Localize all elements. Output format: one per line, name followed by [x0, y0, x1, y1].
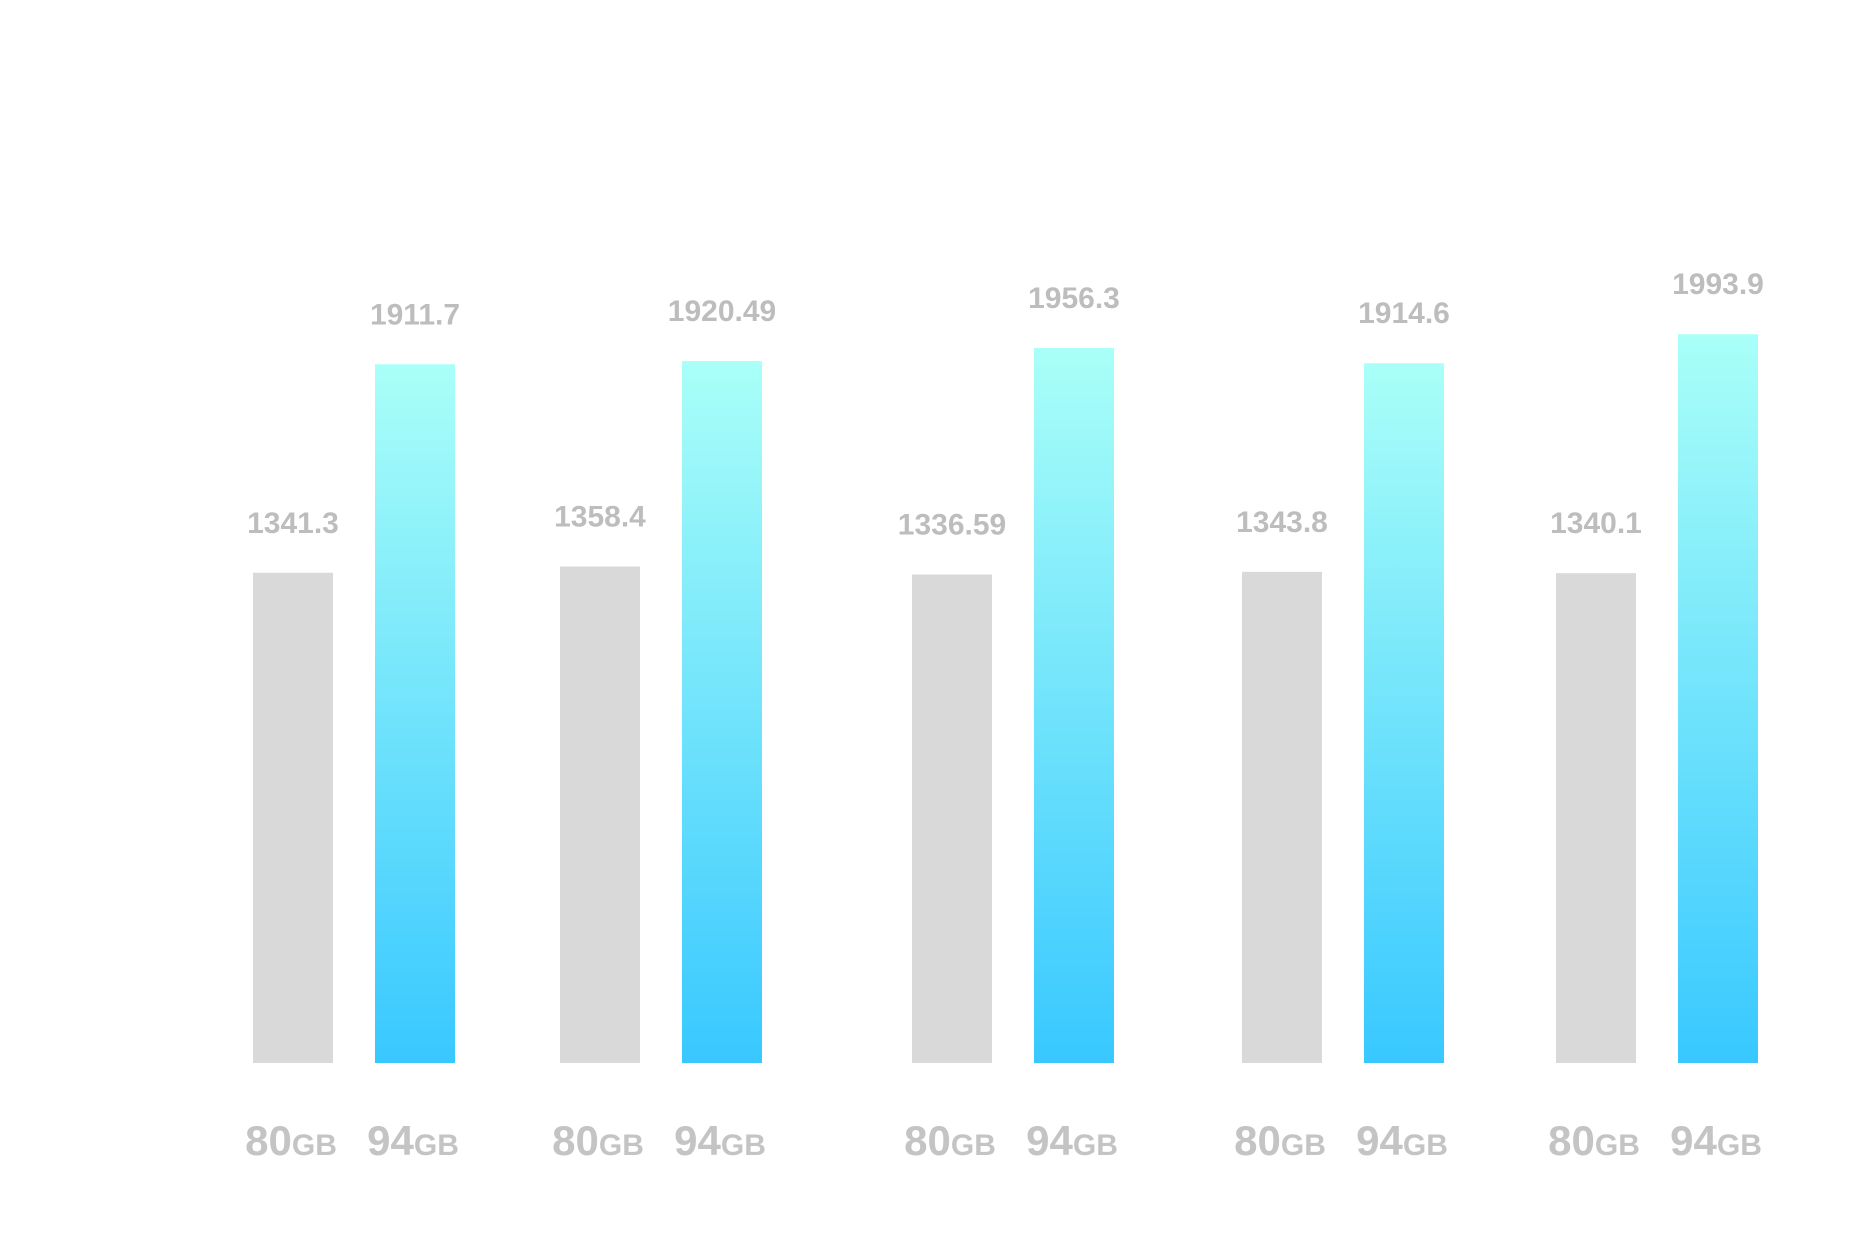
category-label: 94GB [674, 1117, 766, 1164]
category-capacity: 94 [367, 1117, 414, 1164]
category-capacity: 80 [1234, 1117, 1281, 1164]
bars-layer [253, 334, 1758, 1063]
bar-80gb-group-4 [1242, 571, 1322, 1063]
category-unit: GB [1281, 1129, 1326, 1162]
category-capacity: 80 [245, 1117, 292, 1164]
category-capacity: 80 [904, 1117, 951, 1164]
bar-80gb-group-3 [912, 574, 992, 1063]
category-unit: GB [599, 1129, 644, 1162]
category-unit: GB [721, 1129, 766, 1162]
category-capacity: 94 [1026, 1117, 1073, 1164]
category-unit: GB [414, 1129, 459, 1162]
category-capacity: 94 [1356, 1117, 1403, 1164]
category-label: 94GB [1670, 1117, 1762, 1164]
value-label: 1341.3 [247, 507, 339, 540]
category-capacity: 94 [674, 1117, 721, 1164]
bar-94gb-group-5 [1678, 334, 1758, 1063]
value-label: 1340.1 [1550, 507, 1642, 540]
value-label: 1911.7 [370, 298, 460, 331]
category-unit: GB [951, 1129, 996, 1162]
value-label: 1343.8 [1236, 506, 1328, 539]
category-capacity: 80 [552, 1117, 599, 1164]
category-label: 94GB [367, 1117, 459, 1164]
bar-80gb-group-1 [253, 572, 333, 1063]
value-label: 1336.59 [898, 508, 1006, 541]
category-label: 80GB [1548, 1117, 1640, 1164]
category-capacity: 94 [1670, 1117, 1717, 1164]
value-label: 1956.3 [1028, 282, 1120, 315]
category-unit: GB [1595, 1129, 1640, 1162]
value-labels-layer: 1341.3 1911.7 1358.4 1920.49 1336.59 1956.3 13… [247, 268, 1764, 541]
bar-94gb-group-2 [682, 361, 762, 1063]
category-unit: GB [292, 1129, 337, 1162]
bar-94gb-group-4 [1364, 363, 1444, 1063]
category-label: 94GB [1026, 1117, 1118, 1164]
value-label: 1914.6 [1358, 297, 1450, 330]
value-label: 1993.9 [1672, 268, 1764, 301]
value-label: 1358.4 [554, 501, 646, 534]
category-label: 80GB [552, 1117, 644, 1164]
category-label: 94GB [1356, 1117, 1448, 1164]
bar-94gb-group-3 [1034, 347, 1114, 1063]
category-labels-layer: 80GB 94GB 80GB 94GB 80GB 94GB 80GB 94GB 80GB 94GB [245, 1117, 1762, 1164]
category-unit: GB [1717, 1129, 1762, 1162]
category-label: 80GB [245, 1117, 337, 1164]
bar-80gb-group-5 [1556, 573, 1636, 1063]
category-capacity: 80 [1548, 1117, 1595, 1164]
category-label: 80GB [1234, 1117, 1326, 1164]
category-unit: GB [1073, 1129, 1118, 1162]
bar-94gb-group-1 [375, 364, 455, 1063]
bar-80gb-group-2 [560, 566, 640, 1063]
value-label: 1920.49 [668, 295, 776, 328]
category-unit: GB [1403, 1129, 1448, 1162]
category-label: 80GB [904, 1117, 996, 1164]
